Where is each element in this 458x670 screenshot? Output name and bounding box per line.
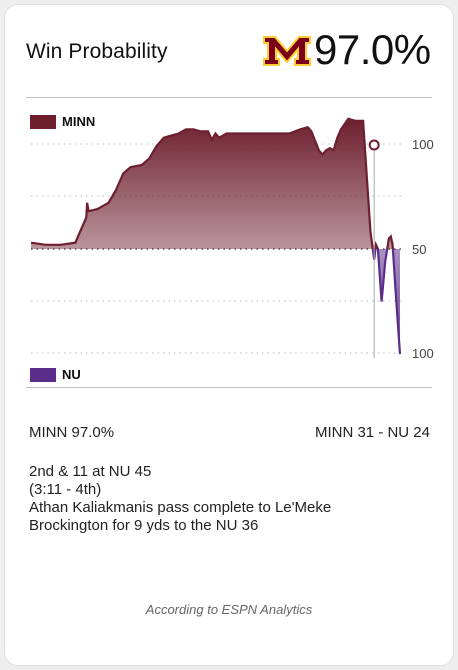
minnesota-m-logo	[263, 36, 311, 66]
play-details: 2nd & 11 at NU 45 (3:11 - 4th) Athan Kal…	[29, 463, 331, 535]
win-probability-chart[interactable]: 100 50 100	[0, 0, 458, 400]
y-tick-label: 50	[412, 242, 426, 257]
summary-score: MINN 31 - NU 24	[314, 424, 430, 441]
y-tick-label: 100	[412, 137, 434, 152]
play-description-line1: Athan Kaliakmanis pass complete to Le'Me…	[29, 499, 332, 516]
legend-home-swatch	[30, 114, 56, 129]
summary-probability: MINN 97.0%	[29, 424, 115, 441]
win-probability-line-home	[30, 117, 394, 249]
legend-away-label: NU	[62, 367, 81, 382]
play-down-distance: 2nd & 11 at NU 45	[29, 463, 152, 480]
legend-away: NU	[30, 367, 81, 382]
home-advantage-area	[31, 118, 400, 249]
y-tick-label: 100	[412, 346, 434, 361]
win-probability-card	[4, 4, 454, 666]
legend-home: MINN	[30, 114, 95, 129]
headline-win-probability: 97.0%	[314, 26, 431, 73]
card-title: Win Probability	[26, 40, 168, 63]
play-clock: (3:11 - 4th)	[29, 481, 102, 498]
play-marker-dot[interactable]	[368, 139, 380, 151]
play-description-line2: Brockington for 9 yds to the NU 36	[29, 517, 259, 534]
legend-away-swatch	[30, 367, 56, 382]
legend-home-label: MINN	[62, 114, 96, 129]
chart-bottom-divider	[26, 387, 432, 388]
chart-top-divider	[26, 97, 432, 98]
footer-attribution: According to ESPN Analytics	[145, 602, 313, 617]
